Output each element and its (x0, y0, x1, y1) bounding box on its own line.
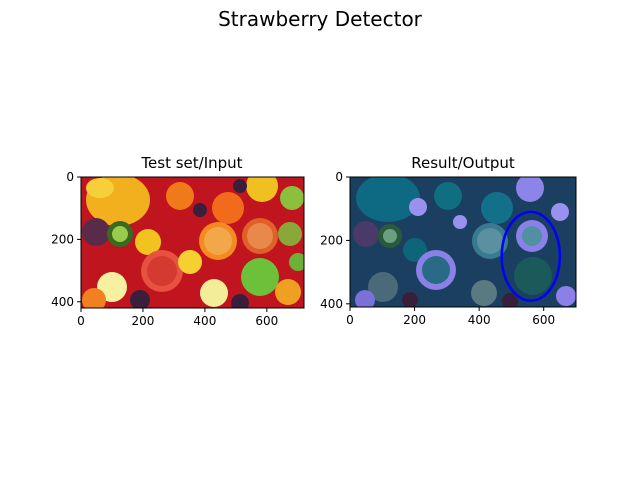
y-tick-label: 200 (320, 233, 343, 247)
x-tick-label: 400 (193, 314, 216, 328)
output-panel: Result/Output (320, 154, 576, 327)
y-tick-label: 400 (320, 297, 343, 311)
x-tick-label: 600 (255, 314, 278, 328)
figure-title: Strawberry Detector (218, 7, 423, 31)
y-tick-label: 400 (51, 295, 74, 309)
x-tick-label: 200 (131, 314, 154, 328)
x-tick-label: 0 (346, 313, 354, 327)
y-tick-label: 0 (335, 170, 343, 184)
output-panel-title: Result/Output (411, 154, 515, 172)
input-panel-title: Test set/Input (140, 154, 242, 172)
x-tick-label: 0 (77, 314, 85, 328)
input-panel: Test set/Input (51, 154, 307, 328)
x-tick-label: 600 (532, 313, 555, 327)
x-tick-label: 400 (468, 313, 491, 327)
x-tick-label: 200 (403, 313, 426, 327)
y-tick-label: 0 (66, 170, 74, 184)
output-image (350, 174, 576, 310)
y-tick-label: 200 (51, 232, 74, 246)
input-image (81, 170, 307, 312)
